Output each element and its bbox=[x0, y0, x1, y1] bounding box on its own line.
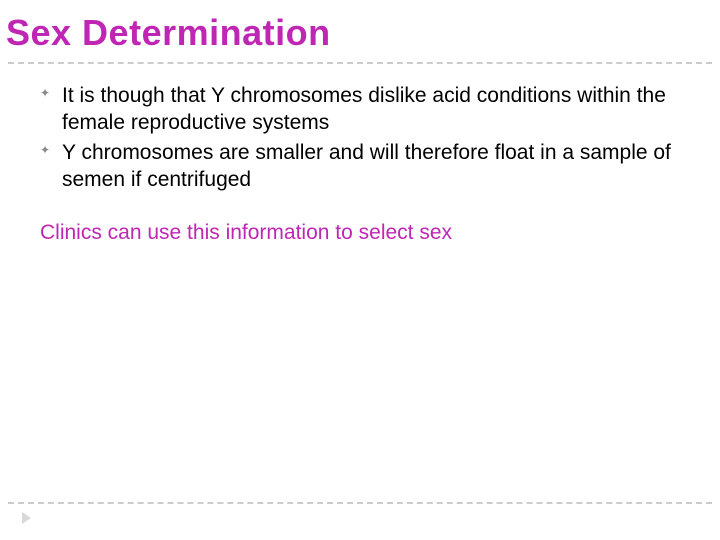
divider-bottom bbox=[8, 502, 712, 504]
play-icon bbox=[22, 512, 31, 524]
list-item: Y chromosomes are smaller and will there… bbox=[40, 139, 680, 194]
bullet-list: It is though that Y chromosomes dislike … bbox=[0, 82, 720, 193]
list-item: It is though that Y chromosomes dislike … bbox=[40, 82, 680, 137]
divider-top bbox=[8, 62, 712, 64]
note-text: Clinics can use this information to sele… bbox=[0, 195, 720, 246]
page-title: Sex Determination bbox=[0, 0, 720, 58]
